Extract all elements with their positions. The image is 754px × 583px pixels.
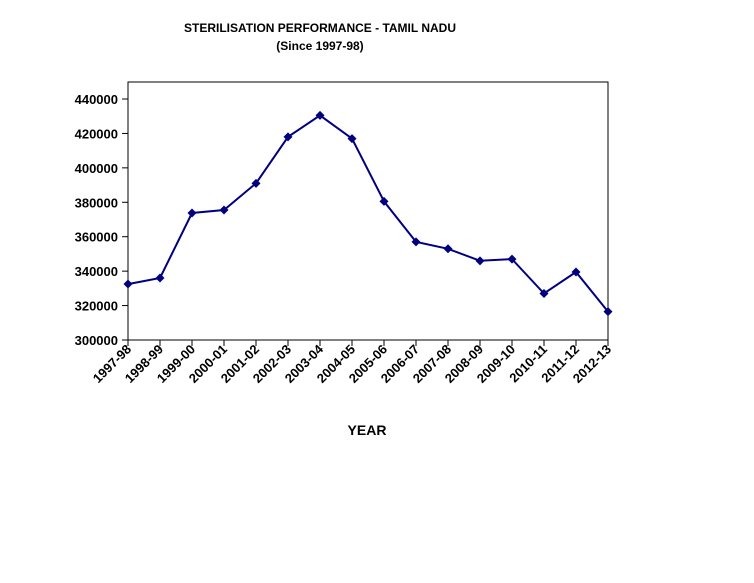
y-tick-label: 320000 [75, 299, 118, 314]
y-tick-label: 400000 [75, 161, 118, 176]
data-point-marker [443, 244, 453, 254]
data-point-marker [475, 256, 485, 266]
y-tick-label: 440000 [75, 92, 118, 107]
y-tick-label: 420000 [75, 126, 118, 141]
data-point-marker [603, 307, 613, 317]
data-point-marker [283, 132, 293, 142]
data-point-marker [347, 134, 357, 144]
series-group [123, 110, 613, 317]
x-axis-label: YEAR [348, 422, 387, 438]
data-point-marker [155, 273, 165, 283]
data-point-marker [187, 208, 197, 218]
data-point-marker [251, 178, 261, 188]
data-point-marker [315, 110, 325, 120]
y-tick-label: 300000 [75, 333, 118, 348]
plot-area [127, 81, 609, 341]
y-tick-label: 340000 [75, 264, 118, 279]
data-point-marker [411, 237, 421, 247]
data-point-marker [507, 254, 517, 264]
chart-subtitle: (Since 1997-98) [276, 39, 363, 53]
chart-title: STERILISATION PERFORMANCE - TAMIL NADU [184, 21, 456, 35]
y-tick-label: 360000 [75, 230, 118, 245]
series-line [127, 114, 609, 313]
y-tick-label: 380000 [75, 195, 118, 210]
data-point-marker [123, 279, 133, 289]
data-point-marker [571, 267, 581, 277]
data-point-marker [379, 196, 389, 206]
y-axis: 300000 320000 340000 360000 380000 400000 4200… [75, 92, 128, 348]
data-point-marker [219, 205, 229, 215]
x-axis: 1997-981998-991999-002000-012001-022002-… [90, 340, 614, 386]
data-point-marker [539, 289, 549, 299]
